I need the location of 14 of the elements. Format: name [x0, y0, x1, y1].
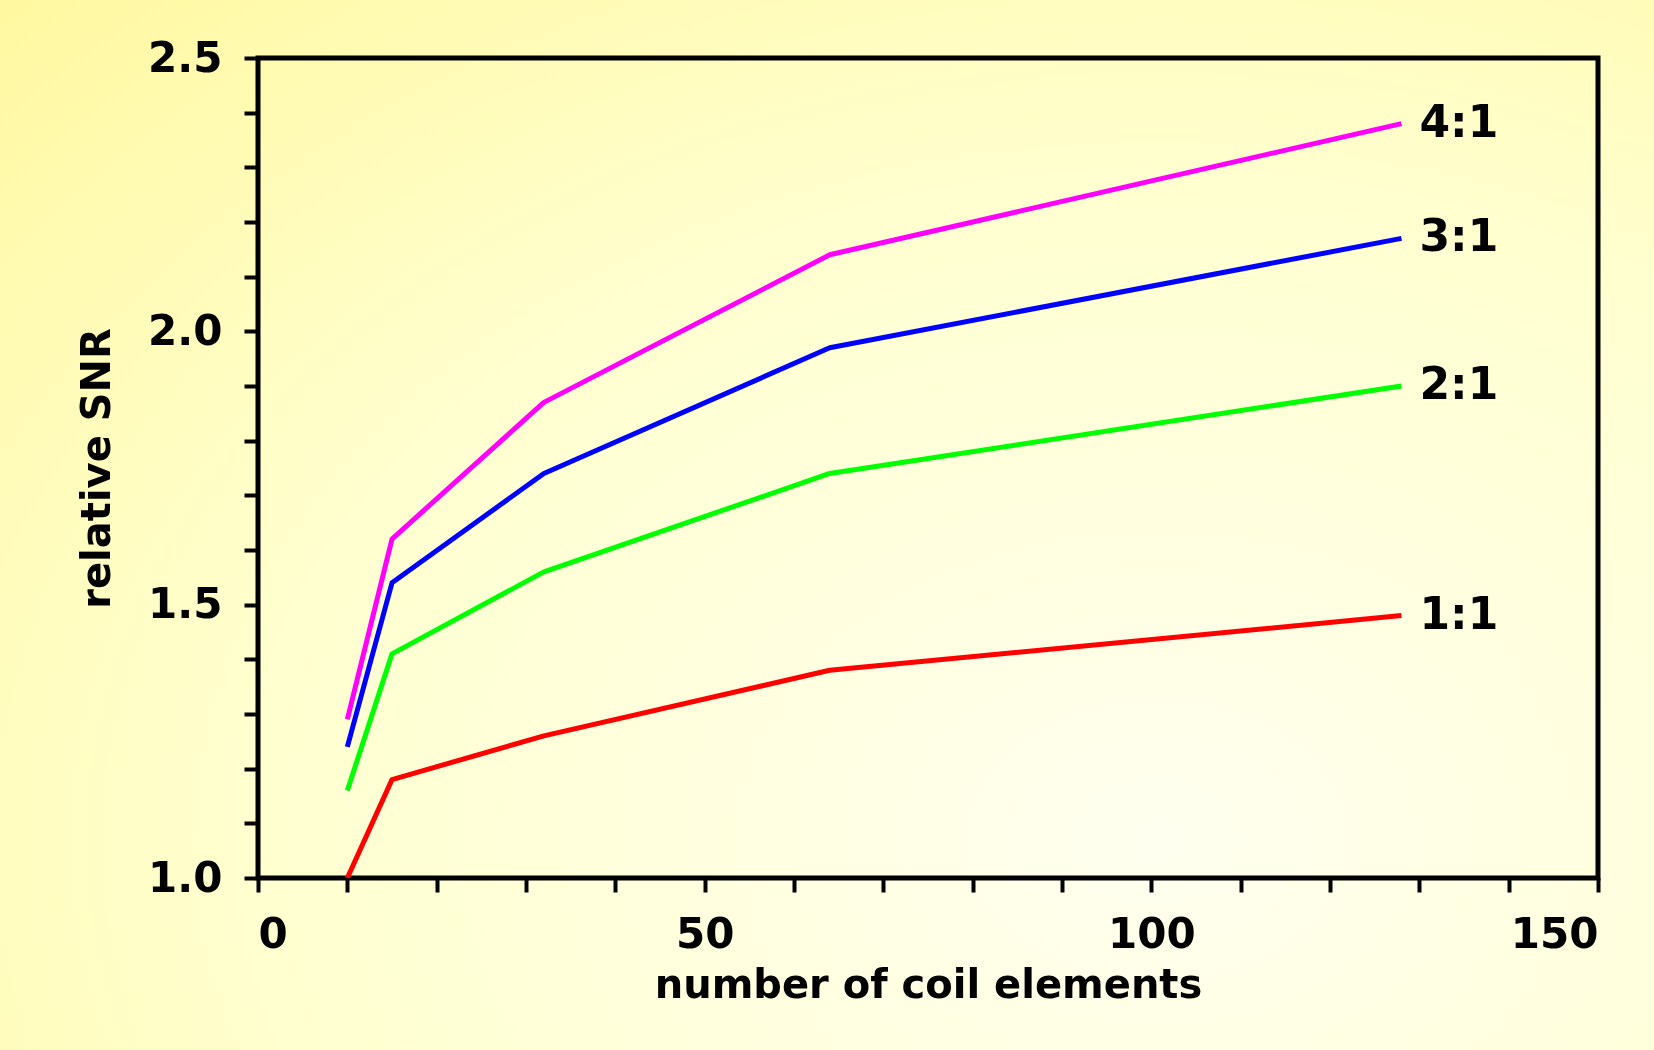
x-tick-label: 150	[1510, 908, 1599, 958]
x-tick-label: 100	[1108, 908, 1196, 958]
y-tick-label: 1.0	[148, 852, 223, 902]
x-tick-label: 0	[258, 908, 288, 958]
y-tick-label: 2.0	[148, 305, 223, 355]
y-tick-label: 1.5	[148, 579, 223, 629]
series-label: 3:1	[1419, 210, 1499, 262]
series-label: 1:1	[1419, 587, 1499, 639]
series-label: 2:1	[1419, 358, 1499, 409]
series-label: 4:1	[1419, 95, 1499, 147]
x-axis-title: number of coil elements	[654, 960, 1203, 1007]
y-tick-label: 2.5	[148, 32, 223, 82]
y-axis-title: relative SNR	[73, 328, 120, 609]
x-tick-label: 50	[675, 908, 735, 958]
